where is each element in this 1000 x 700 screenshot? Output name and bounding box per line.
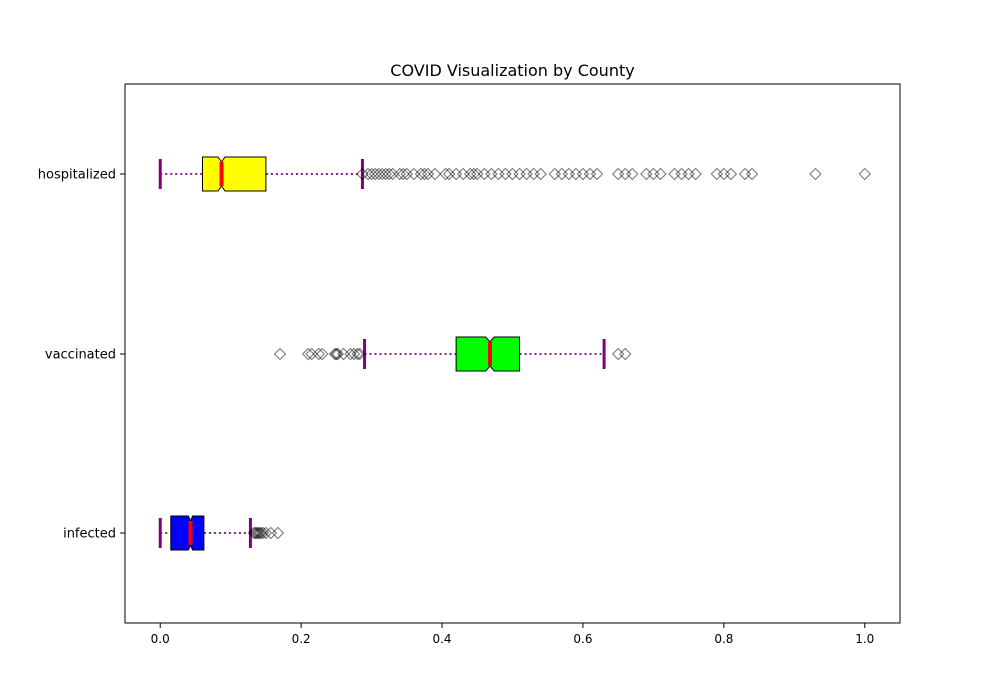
box-group-infected — [158, 515, 285, 551]
flier-point — [328, 347, 342, 361]
flier-point — [253, 526, 266, 540]
flier-point — [619, 347, 632, 361]
flier-point — [626, 167, 639, 181]
flier-point — [312, 347, 325, 361]
y-tick-label: infected — [63, 527, 116, 542]
box-group-vaccinated — [273, 336, 632, 372]
flier-point — [654, 167, 667, 181]
box-infected — [170, 515, 205, 551]
flier-point — [689, 167, 702, 181]
flier-point — [418, 167, 431, 181]
flier-point — [356, 167, 369, 181]
x-tick-label: 0.8 — [714, 632, 733, 646]
x-tick-label: 0.0 — [151, 632, 170, 646]
flier-point — [439, 167, 452, 181]
plot-area — [158, 156, 871, 551]
flier-point — [351, 347, 364, 361]
flier-point — [724, 167, 738, 181]
flier-point — [271, 526, 285, 540]
chart-title: COVID Visualization by County — [390, 61, 634, 80]
flier-point — [316, 347, 329, 361]
flier-point — [745, 167, 759, 181]
flier-point — [353, 347, 366, 361]
flier-point — [301, 347, 315, 361]
flier-point — [331, 347, 344, 361]
flier-point — [534, 167, 547, 181]
y-tick-label: hospitalized — [38, 168, 116, 183]
flier-point — [467, 167, 480, 181]
flier-point — [428, 167, 442, 181]
flier-point — [809, 167, 822, 181]
x-tick-label: 1.0 — [855, 632, 874, 646]
axes: infected vaccinated hospitalized 0.0 0.2 0.4 0… — [38, 168, 875, 647]
flier-point — [347, 347, 361, 361]
y-tick-label: vaccinated — [45, 348, 116, 363]
x-tick-label: 0.6 — [573, 632, 592, 646]
box-hospitalized — [202, 156, 267, 192]
flier-point — [254, 526, 268, 540]
x-tick-label: 0.4 — [432, 632, 451, 646]
flier-point — [590, 167, 604, 181]
flier-point — [382, 167, 396, 181]
box-vaccinated — [455, 336, 520, 372]
flier-point — [250, 526, 263, 540]
box-group-hospitalized — [158, 156, 871, 192]
flier-point — [858, 167, 871, 181]
flier-point — [259, 526, 273, 540]
x-tick-label: 0.2 — [292, 632, 311, 646]
flier-point — [397, 167, 410, 181]
flier-point — [273, 347, 287, 361]
